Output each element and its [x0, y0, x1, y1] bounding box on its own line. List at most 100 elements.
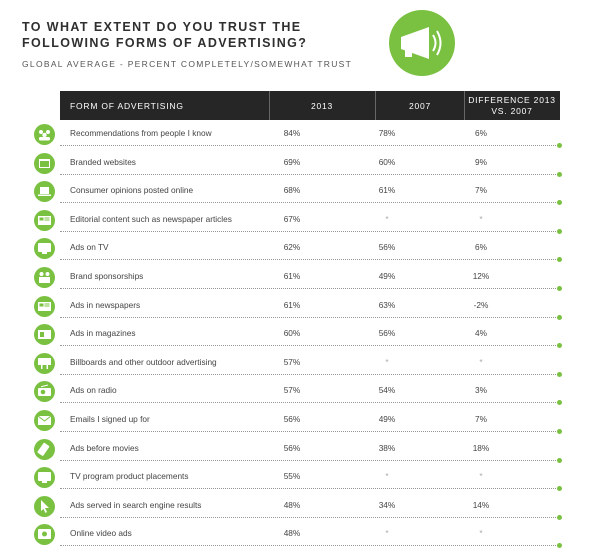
value-2013: 68%	[283, 185, 301, 196]
row-end-dot	[557, 228, 562, 234]
table-row: Ads on TV 62% 56% 6%	[0, 234, 598, 263]
value-difference: -2%	[473, 299, 489, 310]
row-divider	[60, 259, 560, 261]
row-label: Ads on radio	[70, 385, 117, 396]
row-label: Ads served in search engine results	[70, 499, 202, 510]
row-divider	[60, 373, 560, 375]
row-label: Billboards and other outdoor advertising	[70, 356, 217, 367]
row-divider	[60, 230, 560, 232]
row-label: Ads on TV	[70, 242, 109, 253]
people-group-icon	[34, 124, 55, 145]
tv-icon	[34, 467, 55, 489]
value-2007: 38%	[378, 442, 396, 453]
table-row: Recommendations from people I know 84% 78%…	[0, 120, 598, 149]
table-row: Online video ads 48% * *	[0, 520, 598, 549]
table-row: Ads on radio 57% 54% 3%	[0, 377, 598, 406]
value-difference: 4%	[475, 328, 487, 339]
value-2013: 61%	[283, 299, 301, 310]
row-divider	[60, 345, 560, 347]
row-divider	[60, 402, 560, 404]
value-difference: 14%	[472, 499, 490, 510]
row-label: Recommendations from people I know	[70, 128, 212, 138]
row-divider	[60, 431, 560, 432]
value-difference: 12%	[472, 271, 490, 281]
row-end-dot	[557, 543, 562, 549]
row-end-dot	[557, 257, 562, 263]
row-divider	[60, 316, 560, 318]
table-row: Editorial content such as newspaper arti…	[0, 206, 598, 235]
chart-title: TO WHAT EXTENT DO YOU TRUST THE FOLLOWIN…	[22, 19, 352, 51]
laptop-icon	[34, 181, 55, 203]
row-label: Ads in magazines	[70, 328, 136, 339]
cursor-icon	[34, 495, 55, 517]
row-divider	[60, 545, 560, 547]
table-row: Billboards and other outdoor advertising…	[0, 349, 598, 378]
table-row: Ads before movies 56% 38% 18%	[0, 435, 598, 464]
value-2007: 61%	[378, 185, 396, 196]
table-header: FORM OF ADVERTISING 2013 2007 DIFFERENCE…	[60, 91, 560, 120]
value-2007: 63%	[378, 299, 396, 310]
value-difference: 3%	[475, 385, 487, 396]
header-2007: 2007	[408, 100, 432, 111]
value-difference: 6%	[475, 128, 487, 138]
table-row: Branded websites 69% 60% 9%	[0, 149, 598, 178]
header-2013: 2013	[310, 100, 334, 111]
row-end-dot	[557, 486, 562, 492]
value-2007: *	[385, 356, 389, 367]
value-2007: 56%	[378, 328, 396, 339]
row-end-dot	[557, 171, 562, 177]
table-row: Ads in magazines 60% 56% 4%	[0, 320, 598, 349]
value-2007: *	[385, 528, 389, 539]
table-row: Ads served in search engine results 48% 34…	[0, 492, 598, 521]
row-divider	[60, 516, 560, 518]
billboard-icon	[34, 352, 55, 374]
newspaper-icon	[34, 209, 55, 231]
value-difference: 9%	[475, 156, 487, 167]
megaphone-icon	[389, 10, 455, 76]
table-row: Ads in newspapers 61% 63% -2%	[0, 292, 598, 321]
value-2013: 60%	[283, 328, 301, 339]
row-label: Ads before movies	[70, 442, 139, 453]
row-end-dot	[557, 343, 562, 349]
row-end-dot	[557, 143, 562, 148]
value-difference: 7%	[475, 414, 487, 424]
row-label: Consumer opinions posted online	[70, 185, 194, 196]
header-divider	[464, 91, 465, 120]
row-end-dot	[557, 371, 562, 377]
value-2007: 78%	[378, 128, 396, 138]
row-label: TV program product placements	[70, 471, 189, 482]
value-difference: *	[479, 471, 483, 482]
value-2013: 61%	[283, 271, 301, 281]
value-2007: 60%	[378, 156, 396, 167]
row-divider	[60, 173, 560, 175]
newspaper-icon	[34, 295, 55, 317]
value-2007: 49%	[378, 414, 396, 424]
chart-subtitle: GLOBAL AVERAGE - PERCENT COMPLETELY/SOME…	[22, 59, 353, 69]
value-2013: 48%	[283, 499, 301, 510]
row-end-dot	[557, 514, 562, 520]
row-divider	[60, 288, 560, 289]
value-2007: 56%	[378, 242, 396, 253]
value-difference: *	[479, 528, 483, 539]
header-divider	[269, 91, 270, 120]
video-player-icon	[34, 524, 55, 546]
value-2007: 54%	[378, 385, 396, 396]
row-end-dot	[557, 286, 562, 291]
value-difference: *	[479, 356, 483, 367]
value-2013: 48%	[283, 528, 301, 539]
table-row: TV program product placements 55% * *	[0, 463, 598, 492]
row-label: Branded websites	[70, 156, 136, 167]
value-2007: *	[385, 471, 389, 482]
value-2013: 57%	[283, 356, 301, 367]
row-label: Editorial content such as newspaper arti…	[70, 213, 232, 224]
header-form-of-advertising: FORM OF ADVERTISING	[70, 100, 184, 111]
film-ticket-icon	[34, 438, 55, 460]
row-end-dot	[557, 400, 562, 406]
title-line-1: TO WHAT EXTENT DO YOU TRUST THE	[22, 20, 302, 34]
value-difference: 7%	[475, 185, 487, 196]
table-row: Emails I signed up for 56% 49% 7%	[0, 406, 598, 435]
table-row: Consumer opinions posted online 68% 61% 7%	[0, 177, 598, 206]
email-icon	[34, 410, 55, 431]
row-divider	[60, 459, 560, 461]
value-difference: 6%	[475, 242, 487, 253]
